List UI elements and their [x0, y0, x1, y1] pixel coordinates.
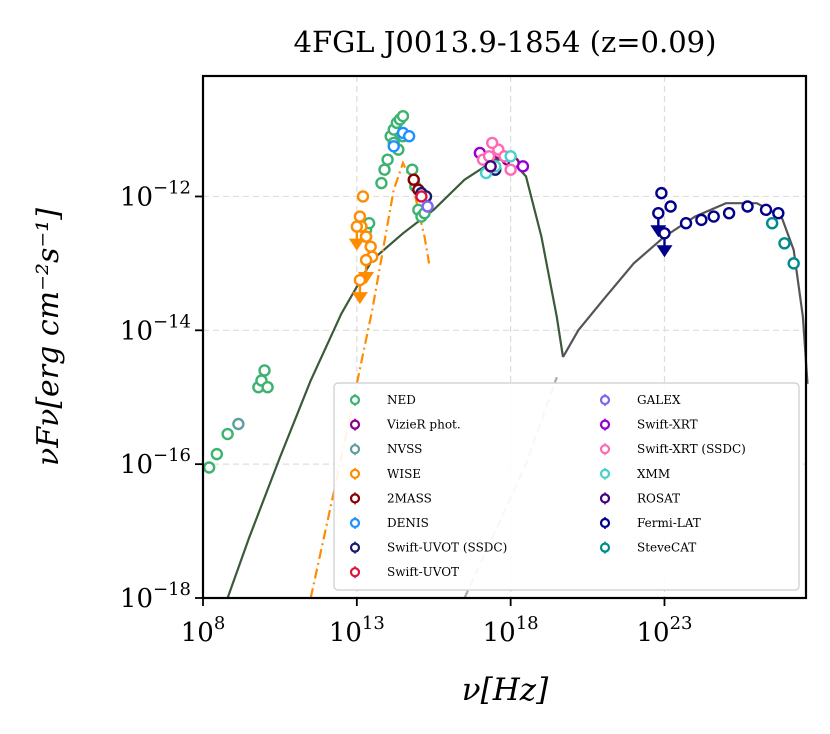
point-ned-1	[210, 447, 224, 461]
x-axis-label: ν[Hz]	[462, 672, 549, 708]
legend-marker-2mass	[349, 493, 361, 504]
upper-limit-markers	[348, 206, 673, 305]
legend-label-swift-xrt: Swift-XRT	[637, 418, 698, 432]
legend-marker-fermi-lat	[599, 517, 611, 529]
legend-marker-xmm	[599, 468, 611, 479]
legend-label-swift-uvot: Swift-UVOT	[387, 565, 459, 579]
legend-label-2mass: 2MASS	[387, 491, 432, 505]
point-wise-0	[353, 210, 367, 223]
legend-marker-vizier-phot	[349, 419, 361, 430]
point-fermi-lat-5	[722, 206, 736, 220]
point-fermi-lat-6	[741, 200, 754, 213]
legend-label-swift-xrt-ssdc: Swift-XRT (SSDC)	[637, 442, 746, 456]
point-fermi-lat-8	[772, 206, 785, 220]
data-points	[202, 109, 800, 474]
point-galex-0	[421, 200, 434, 213]
legend-marker-swift-xrt	[599, 419, 611, 430]
point-ned-11	[378, 163, 391, 176]
legend-marker-ned	[349, 394, 361, 406]
legend-marker-rosat	[599, 493, 611, 504]
legend-marker-wise	[349, 468, 361, 479]
point-fermi-lat-3	[695, 213, 708, 227]
point-swift-xrt-ssdc-5	[504, 163, 517, 176]
y-tick-label-2: 10−16	[120, 445, 191, 480]
ul-point-wise-2	[353, 273, 367, 287]
point-wise-4	[364, 240, 377, 253]
legend-label-vizier-phot: VizieR phot.	[386, 418, 461, 432]
point-ned-12	[381, 153, 394, 166]
legend-marker-stevecat	[599, 542, 611, 553]
point-ned-6	[261, 380, 274, 394]
x-tick-label-3: 1023	[636, 613, 692, 648]
x-tick-label-1: 1013	[329, 613, 385, 648]
point-ned-0	[202, 461, 216, 474]
legend-marker-galex	[599, 394, 611, 406]
point-ned-17	[396, 109, 410, 123]
point-swift-uvot-0	[415, 190, 428, 203]
ul-point-fermi-lat-1	[658, 227, 671, 240]
point-xmm-2	[504, 150, 517, 163]
legend-marker-nvss	[349, 444, 361, 455]
point-ned-5	[258, 364, 271, 377]
point-denis-0	[387, 140, 400, 153]
point-fermi-lat-7	[759, 203, 773, 217]
x-tick-label-2: 1018	[483, 613, 539, 648]
legend-label-stevecat: SteveCAT	[637, 541, 696, 555]
legend-marker-swift-xrt-ssdc	[599, 444, 611, 455]
y-tick-label-3: 10−18	[120, 579, 191, 614]
point-rosat-0	[484, 160, 497, 173]
model-curve-synchrotron	[226, 158, 565, 599]
legend-label-swift-uvot-ssdc: Swift-UVOT (SSDC)	[387, 541, 507, 555]
legend-label-wise: WISE	[387, 467, 421, 481]
ul-arrow-wise-0	[348, 238, 365, 251]
legend-marker-denis	[349, 517, 361, 529]
legend-label-ned: NED	[387, 393, 416, 407]
point-swift-xrt-1	[516, 160, 530, 173]
legend-label-denis: DENIS	[387, 516, 429, 530]
point-swift-xrt-ssdc-3	[485, 136, 499, 150]
point-fermi-lat-0	[655, 186, 668, 200]
model-curve-SSC	[562, 202, 809, 384]
y-axis-ticks: 10−12 10−14 10−16 10−18	[120, 177, 203, 614]
x-axis-ticks: 108 1013 1018 1023	[181, 598, 692, 648]
legend-box	[333, 382, 800, 591]
point-2mass-0	[407, 173, 420, 186]
legend-label-xmm: XMM	[637, 467, 670, 481]
ul-arrow-fermi-lat-1	[656, 245, 673, 258]
legend-marker-swift-uvot-ssdc	[349, 542, 361, 553]
ul-point-wise-0	[350, 220, 364, 233]
legend: NED VizieR phot. NVSS WISE 2MASS DENIS Swift-U…	[333, 382, 800, 591]
plot-frame	[201, 74, 808, 600]
legend-label-fermi-lat: Fermi-LAT	[637, 516, 701, 530]
point-ned-21	[406, 163, 419, 176]
ul-point-fermi-lat-0	[652, 206, 665, 220]
legend-label-nvss: NVSS	[387, 442, 422, 456]
point-stevecat-1	[778, 237, 791, 250]
point-nvss-0	[232, 417, 245, 431]
chart-title: 4FGL J0013.9-1854 (z=0.09)	[294, 25, 717, 59]
point-ned-2	[221, 427, 234, 441]
y-axis-label: νFν[erg cm⁻²s⁻¹]	[31, 208, 66, 466]
legend-label-rosat: ROSAT	[637, 491, 680, 505]
point-ned-10	[375, 176, 388, 190]
legend-label-galex: GALEX	[637, 393, 681, 407]
ul-arrow-wise-2	[351, 292, 368, 305]
y-tick-label-1: 10−14	[120, 311, 191, 346]
point-denis-2	[402, 130, 416, 143]
point-fermi-lat-2	[679, 217, 693, 230]
point-stevecat-0	[765, 217, 779, 230]
point-fermi-lat-1	[664, 200, 677, 213]
y-tick-label-0: 10−12	[120, 177, 191, 212]
point-wise-1	[356, 190, 370, 203]
point-stevecat-2	[787, 257, 800, 270]
ul-point-wise-1	[359, 253, 373, 267]
point-swift-xrt-ssdc-1	[482, 150, 496, 163]
point-fermi-lat-4	[707, 210, 720, 223]
x-tick-label-0: 108	[181, 613, 226, 648]
legend-marker-swift-uvot	[349, 567, 361, 578]
